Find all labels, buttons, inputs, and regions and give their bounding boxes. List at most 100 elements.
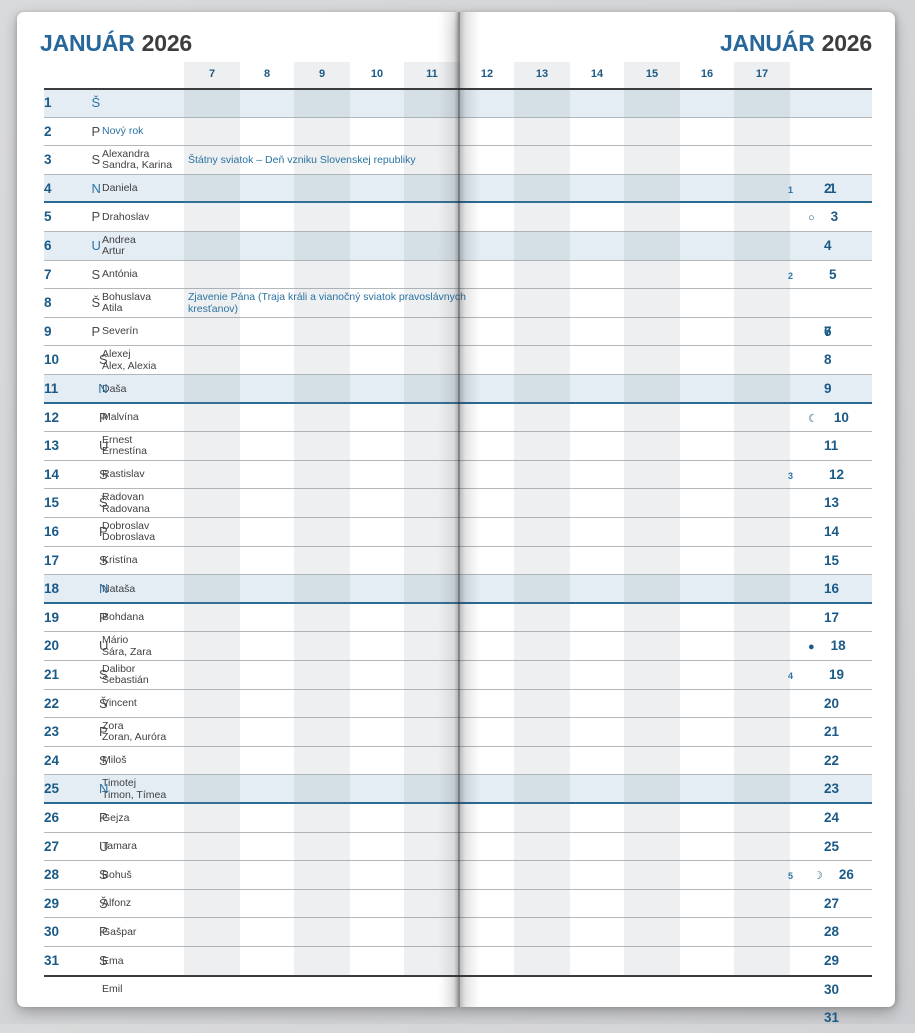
day-number-right: 24 — [824, 809, 840, 825]
day-letter: S — [91, 152, 101, 168]
day-letter: S — [99, 953, 108, 968]
week-number: 4 — [788, 670, 794, 681]
week-number: 1 — [788, 184, 794, 195]
hour-header-16: 16 — [700, 68, 714, 80]
day-number: 31 — [44, 953, 60, 968]
day-number-right: 18 — [830, 638, 846, 654]
name-day-line: Daniela — [102, 182, 138, 195]
day-number-right: 20 — [824, 695, 840, 711]
day-number: 14 — [44, 466, 60, 482]
name-day-line: Ernest — [102, 433, 133, 446]
hour-header-17: 17 — [755, 68, 769, 80]
name-day-names: Bohdana — [102, 604, 212, 633]
day-number-right: 4 — [824, 237, 832, 253]
name-day-line: Tamara — [102, 840, 138, 853]
hour-header-13: 13 — [535, 68, 549, 80]
name-day-line: Timon, Tímea — [102, 788, 167, 801]
day-number: 4 — [44, 180, 52, 196]
day-letter: Š — [91, 295, 101, 311]
day-number: 20 — [44, 638, 60, 654]
day-letter: Š — [99, 495, 108, 511]
hour-header-12: 12 — [480, 68, 494, 80]
day-letter: Š — [91, 95, 101, 110]
day-number: 30 — [44, 924, 60, 940]
day-letter: N — [99, 781, 109, 797]
day-number: 7 — [44, 266, 52, 282]
name-day-names: Radovan Radovana — [102, 489, 212, 518]
hour-column-stripe-9 — [294, 62, 350, 975]
day-letter: U — [91, 238, 101, 253]
first-quarter-moon-icon: ☽ — [813, 870, 823, 883]
name-day-names: Ema — [102, 947, 212, 976]
name-day-names: Gašpar — [102, 918, 212, 947]
hour-header-9: 9 — [318, 68, 326, 80]
day-number-right: 23 — [824, 781, 840, 797]
day-letter: P — [99, 724, 108, 740]
name-day-line: Malvína — [102, 411, 139, 424]
name-day-line: Radovan — [102, 491, 145, 504]
name-day-line: Ema — [102, 954, 124, 967]
day-number: 17 — [44, 552, 60, 568]
day-letter: P — [91, 209, 101, 225]
day-number-right: 26 — [838, 867, 854, 883]
day-number-right: 2 — [824, 180, 832, 196]
name-day-names: Gejza — [102, 804, 212, 833]
holiday-note: Zjavenie Pána (Traja králi a vianočný sv… — [188, 291, 466, 316]
name-day-line: Sebastián — [102, 674, 149, 687]
day-number: 19 — [44, 609, 60, 625]
name-day-line: Zoran, Auróra — [102, 731, 167, 744]
day-number-right: 27 — [824, 895, 840, 911]
day-letter: U — [99, 638, 109, 654]
day-number-right: 21 — [824, 724, 840, 740]
new-moon-icon: ● — [808, 641, 815, 654]
day-number-right: 1 — [829, 180, 837, 196]
day-number: 18 — [44, 581, 60, 597]
day-letter: U — [99, 838, 109, 854]
day-number: 29 — [44, 895, 60, 911]
name-day-line: Gašpar — [102, 925, 137, 938]
name-day-line: Dobroslava — [102, 531, 156, 544]
day-letter: U — [99, 438, 109, 454]
name-day-line: Dobroslav — [102, 519, 150, 532]
table-top-rule — [44, 87, 872, 90]
day-number: 28 — [44, 867, 60, 883]
day-number-right: 7 — [824, 323, 832, 339]
day-letter: S — [91, 266, 101, 282]
name-day-line: Drahoslav — [102, 210, 150, 223]
hour-header-8: 8 — [263, 68, 271, 80]
day-number-right: 10 — [833, 409, 849, 425]
day-letter: P — [99, 524, 108, 539]
name-day-line: Vincent — [102, 697, 137, 710]
year-label: 2026 — [821, 30, 873, 56]
name-day-line: Nataša — [102, 582, 136, 595]
name-day-line: Mário — [102, 634, 129, 647]
name-day-line: Gejza — [102, 811, 130, 824]
day-number-right: 13 — [824, 495, 840, 511]
name-day-line: Andrea — [102, 233, 136, 246]
name-day-names: Alfonz — [102, 890, 212, 919]
day-number: 1 — [44, 95, 52, 110]
name-day-names: Emil — [102, 976, 212, 1005]
name-day-line: Dalibor — [102, 662, 136, 675]
name-day-names: Nový rok — [102, 118, 212, 147]
name-day-line: Emil — [102, 983, 123, 996]
hour-column-stripe-15 — [624, 62, 680, 975]
day-number-right: 22 — [824, 752, 840, 768]
name-day-names: Antónia — [102, 261, 212, 290]
name-day-line: Artur — [102, 245, 125, 258]
hour-header-11: 11 — [426, 68, 438, 80]
hour-header-14: 14 — [590, 68, 604, 80]
hour-header-10: 10 — [370, 68, 384, 80]
name-day-line: Daša — [102, 382, 127, 395]
month-name: JANUÁR — [719, 30, 815, 56]
day-number-right: 28 — [824, 924, 840, 940]
day-number-right: 29 — [824, 952, 840, 968]
day-letter: S — [99, 552, 108, 568]
name-day-line: Alfonz — [102, 897, 132, 910]
day-number: 16 — [44, 524, 60, 539]
day-number: 8 — [44, 295, 52, 311]
day-number-right: 31 — [824, 1010, 840, 1026]
last-quarter-moon-icon: ☾ — [808, 412, 818, 425]
day-letter: Š — [99, 895, 108, 911]
name-day-names: Vincent — [102, 690, 212, 719]
